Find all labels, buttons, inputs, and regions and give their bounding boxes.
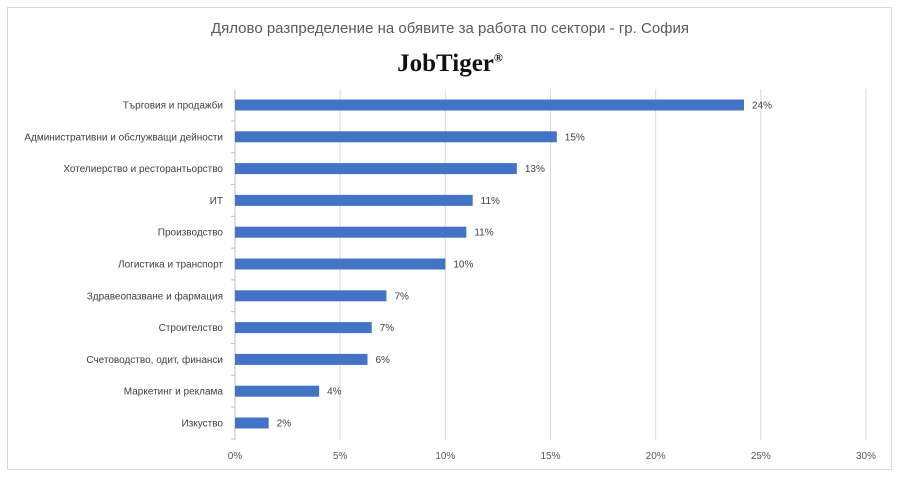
category-label: Административни и обслужващи дейности [24, 131, 223, 143]
data-label: 7% [380, 323, 395, 334]
x-tick-label: 5% [333, 451, 348, 462]
x-tick-label: 20% [646, 451, 666, 462]
bar [235, 385, 320, 397]
bar [235, 258, 446, 270]
category-label: Строителство [159, 323, 224, 334]
category-label: Логистика и транспорт [118, 260, 223, 271]
bar [235, 226, 467, 238]
jobtiger-logo: JobTiger® [0, 50, 900, 78]
logo-registered-mark: ® [493, 50, 503, 65]
bar [235, 194, 473, 206]
x-tick-label: 10% [435, 451, 455, 462]
category-label: Маркетинг и реклама [124, 387, 224, 398]
data-label: 11% [474, 228, 493, 239]
data-label: 7% [394, 291, 409, 302]
category-label: ИТ [210, 196, 223, 207]
category-label: Счетоводство, одит, финанси [86, 354, 223, 366]
data-label: 13% [525, 164, 545, 175]
data-label: 4% [327, 387, 342, 398]
bar [235, 417, 269, 429]
x-tick-label: 15% [540, 451, 560, 462]
logo-text: JobTiger [397, 50, 494, 77]
data-label: 6% [376, 355, 391, 366]
bar [235, 163, 517, 175]
bar [235, 322, 372, 334]
data-label: 15% [565, 132, 585, 143]
data-label: 2% [277, 419, 292, 430]
category-label: Търговия и продажби [123, 100, 223, 112]
x-tick-label: 30% [856, 451, 876, 462]
bar [235, 290, 387, 302]
data-label: 10% [453, 260, 473, 271]
category-label: Хотелиерство и ресторантьорство [63, 164, 223, 175]
data-label: 11% [481, 196, 500, 207]
x-tick-label: 25% [751, 451, 771, 462]
bar [235, 353, 368, 365]
chart-title: Дялово разпределение на обявите за работ… [210, 20, 690, 37]
bar [235, 131, 557, 143]
bar [235, 99, 745, 111]
x-tick-label: 0% [228, 451, 243, 462]
category-label: Производство [158, 228, 224, 239]
category-label: Изкуство [182, 419, 224, 430]
category-label: Здравеопазване и фармация [87, 290, 223, 302]
data-label: 24% [752, 101, 772, 112]
chart-frame [7, 7, 892, 470]
